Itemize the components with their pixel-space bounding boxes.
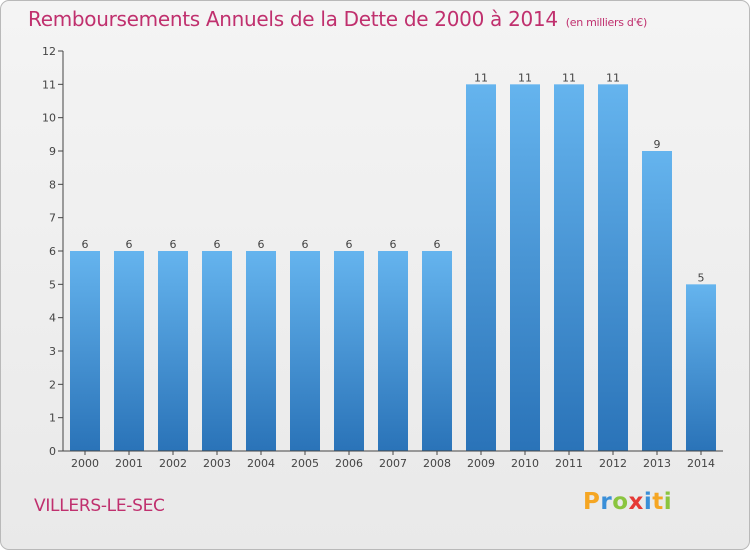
x-tick-label-2006: 2006 bbox=[335, 457, 363, 470]
data-label-2009: 11 bbox=[474, 71, 488, 84]
x-tick-label-2003: 2003 bbox=[203, 457, 231, 470]
bar-2004 bbox=[246, 251, 276, 451]
bar-2002 bbox=[158, 251, 188, 451]
bar-2009 bbox=[466, 84, 496, 451]
bar-2010 bbox=[510, 84, 540, 451]
y-tick-label-1: 1 bbox=[49, 412, 56, 425]
chart-title-text: Remboursements Annuels de la Dette de 20… bbox=[28, 7, 558, 31]
bars-group bbox=[70, 84, 716, 451]
bar-2013 bbox=[642, 151, 672, 451]
data-label-2004: 6 bbox=[258, 238, 265, 251]
data-label-2002: 6 bbox=[170, 238, 177, 251]
y-tick-label-9: 9 bbox=[49, 145, 56, 158]
data-label-2007: 6 bbox=[390, 238, 397, 251]
data-label-2006: 6 bbox=[346, 238, 353, 251]
bar-2005 bbox=[290, 251, 320, 451]
logo-letter: o bbox=[612, 489, 629, 515]
chart-unit-note: (en milliers d'€) bbox=[565, 16, 647, 29]
proxiti-logo: Proxiti bbox=[583, 489, 672, 515]
y-tick-label-8: 8 bbox=[49, 178, 56, 191]
data-label-2011: 11 bbox=[562, 71, 576, 84]
commune-name: VILLERS-LE-SEC bbox=[34, 496, 165, 516]
logo-letter: i bbox=[643, 489, 653, 515]
data-label-2001: 6 bbox=[126, 238, 133, 251]
data-label-2000: 6 bbox=[82, 238, 89, 251]
labels-group: 6 2000 6 2001 6 2002 6 2003 6 2004 6 2005 6 2006 6 2007… bbox=[42, 45, 715, 470]
axes-group bbox=[58, 50, 723, 455]
bar-2006 bbox=[334, 251, 364, 451]
bar-2014 bbox=[686, 284, 716, 451]
bar-2008 bbox=[422, 251, 452, 451]
y-tick-label-10: 10 bbox=[42, 112, 56, 125]
data-label-2010: 11 bbox=[518, 71, 532, 84]
chart-title: Remboursements Annuels de la Dette de 20… bbox=[28, 7, 647, 31]
data-label-2012: 11 bbox=[606, 71, 620, 84]
x-tick-label-2008: 2008 bbox=[423, 457, 451, 470]
y-tick-label-7: 7 bbox=[49, 212, 56, 225]
data-label-2013: 9 bbox=[654, 138, 661, 151]
x-tick-label-2012: 2012 bbox=[599, 457, 627, 470]
data-label-2014: 5 bbox=[698, 271, 705, 284]
y-tick-label-2: 2 bbox=[49, 378, 56, 391]
x-tick-label-2009: 2009 bbox=[467, 457, 495, 470]
y-tick-label-6: 6 bbox=[49, 245, 56, 258]
x-tick-label-2007: 2007 bbox=[379, 457, 407, 470]
logo-letter: r bbox=[600, 489, 613, 515]
x-tick-label-2002: 2002 bbox=[159, 457, 187, 470]
logo-letter: i bbox=[663, 489, 673, 515]
y-tick-label-11: 11 bbox=[42, 78, 56, 91]
x-tick-label-2011: 2011 bbox=[555, 457, 583, 470]
x-tick-label-2001: 2001 bbox=[115, 457, 143, 470]
y-tick-label-3: 3 bbox=[49, 345, 56, 358]
data-label-2005: 6 bbox=[302, 238, 309, 251]
y-tick-label-12: 12 bbox=[42, 45, 56, 58]
logo-letter: t bbox=[652, 489, 664, 515]
logo-letter: P bbox=[583, 489, 601, 515]
bar-2000 bbox=[70, 251, 100, 451]
logo-letter: x bbox=[628, 489, 644, 515]
bar-2012 bbox=[598, 84, 628, 451]
y-tick-label-0: 0 bbox=[49, 445, 56, 458]
x-tick-label-2013: 2013 bbox=[643, 457, 671, 470]
x-tick-label-2004: 2004 bbox=[247, 457, 275, 470]
bar-2007 bbox=[378, 251, 408, 451]
y-tick-label-4: 4 bbox=[49, 312, 56, 325]
x-tick-label-2010: 2010 bbox=[511, 457, 539, 470]
data-label-2008: 6 bbox=[434, 238, 441, 251]
x-tick-label-2014: 2014 bbox=[687, 457, 715, 470]
bar-2001 bbox=[114, 251, 144, 451]
y-tick-label-5: 5 bbox=[49, 278, 56, 291]
x-tick-label-2005: 2005 bbox=[291, 457, 319, 470]
x-tick-label-2000: 2000 bbox=[71, 457, 99, 470]
bar-2003 bbox=[202, 251, 232, 451]
data-label-2003: 6 bbox=[214, 238, 221, 251]
bar-2011 bbox=[554, 84, 584, 451]
